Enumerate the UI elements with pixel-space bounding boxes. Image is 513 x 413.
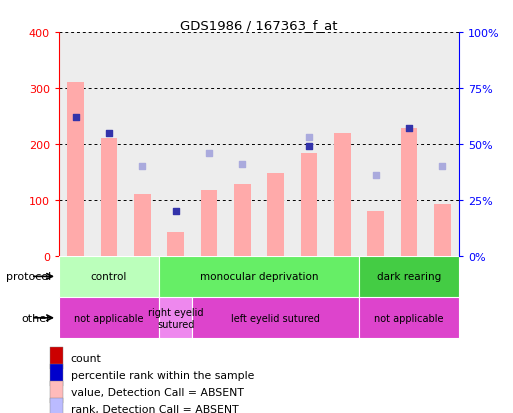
Point bbox=[71, 114, 80, 121]
Text: percentile rank within the sample: percentile rank within the sample bbox=[71, 370, 254, 380]
Bar bbox=[159, 256, 359, 297]
Bar bbox=[359, 33, 392, 256]
Bar bbox=[50, 381, 63, 403]
Bar bbox=[401, 129, 418, 256]
Point bbox=[238, 161, 246, 168]
Text: count: count bbox=[71, 353, 102, 363]
Text: protocol: protocol bbox=[6, 272, 51, 282]
Text: other: other bbox=[21, 313, 51, 323]
Text: not applicable: not applicable bbox=[374, 313, 444, 323]
Text: dark rearing: dark rearing bbox=[377, 272, 441, 282]
Bar bbox=[392, 33, 426, 256]
Bar bbox=[192, 297, 359, 339]
Point bbox=[205, 150, 213, 157]
Text: control: control bbox=[91, 272, 127, 282]
Point bbox=[438, 164, 446, 170]
Bar bbox=[159, 297, 192, 339]
Bar bbox=[59, 33, 92, 256]
Title: GDS1986 / 167363_f_at: GDS1986 / 167363_f_at bbox=[180, 19, 338, 32]
Bar bbox=[359, 297, 459, 339]
Bar bbox=[50, 364, 63, 386]
Point bbox=[305, 135, 313, 141]
Text: monocular deprivation: monocular deprivation bbox=[200, 272, 318, 282]
Point bbox=[405, 126, 413, 132]
Text: rank, Detection Call = ABSENT: rank, Detection Call = ABSENT bbox=[71, 404, 238, 413]
Bar bbox=[59, 256, 159, 297]
Bar bbox=[59, 297, 159, 339]
Bar bbox=[359, 256, 459, 297]
Bar bbox=[426, 33, 459, 256]
Bar bbox=[50, 347, 63, 370]
Point bbox=[105, 130, 113, 137]
Bar bbox=[326, 33, 359, 256]
Text: left eyelid sutured: left eyelid sutured bbox=[231, 313, 320, 323]
Bar bbox=[101, 139, 117, 256]
Bar bbox=[92, 33, 126, 256]
Point bbox=[305, 143, 313, 150]
Bar bbox=[50, 398, 63, 413]
Bar bbox=[134, 195, 151, 256]
Bar bbox=[367, 211, 384, 256]
Text: right eyelid
sutured: right eyelid sutured bbox=[148, 307, 204, 329]
Bar bbox=[434, 205, 451, 256]
Text: value, Detection Call = ABSENT: value, Detection Call = ABSENT bbox=[71, 387, 244, 397]
Bar bbox=[334, 133, 351, 256]
Bar bbox=[67, 83, 84, 256]
Bar bbox=[192, 33, 226, 256]
Point bbox=[171, 208, 180, 215]
Bar bbox=[159, 33, 192, 256]
Bar bbox=[126, 33, 159, 256]
Bar bbox=[167, 233, 184, 256]
Text: not applicable: not applicable bbox=[74, 313, 144, 323]
Bar bbox=[234, 185, 251, 256]
Bar bbox=[292, 33, 326, 256]
Point bbox=[138, 164, 146, 170]
Bar bbox=[226, 33, 259, 256]
Point bbox=[371, 173, 380, 179]
Bar bbox=[267, 173, 284, 256]
Bar bbox=[301, 154, 318, 256]
Bar bbox=[259, 33, 292, 256]
Bar bbox=[201, 190, 218, 256]
